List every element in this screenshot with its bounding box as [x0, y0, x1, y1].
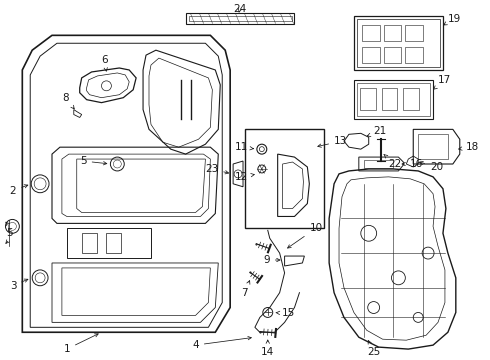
Bar	[354, 80, 433, 120]
Text: 16: 16	[402, 159, 423, 169]
Bar	[382, 88, 397, 109]
Bar	[405, 26, 423, 41]
Bar	[189, 15, 292, 22]
Text: 25: 25	[367, 341, 380, 357]
Bar	[384, 26, 401, 41]
Text: 18: 18	[459, 142, 479, 152]
Bar	[360, 88, 376, 109]
Bar	[384, 47, 401, 63]
Text: 10: 10	[288, 223, 322, 248]
Bar	[357, 18, 440, 67]
Text: 17: 17	[433, 75, 451, 90]
Text: 23: 23	[205, 164, 229, 174]
Text: 5: 5	[6, 228, 13, 238]
Text: 9: 9	[263, 255, 280, 265]
Text: 8: 8	[62, 93, 74, 109]
Text: 4: 4	[192, 337, 251, 350]
Text: 5: 5	[80, 156, 107, 166]
Text: 7: 7	[242, 280, 250, 298]
Text: 21: 21	[367, 126, 387, 136]
Bar	[357, 83, 430, 117]
Bar	[364, 160, 393, 168]
Text: 20: 20	[420, 161, 443, 172]
Text: 11: 11	[235, 142, 254, 152]
Text: 24: 24	[233, 4, 246, 14]
Text: 2: 2	[10, 185, 28, 196]
Bar	[354, 15, 443, 70]
Bar	[82, 233, 97, 253]
Text: 22: 22	[384, 154, 402, 169]
Bar	[403, 88, 419, 109]
Bar	[106, 233, 122, 253]
Text: 13: 13	[318, 136, 347, 147]
Text: 12: 12	[235, 172, 254, 182]
Bar	[362, 47, 380, 63]
Text: 3: 3	[10, 279, 28, 291]
Bar	[186, 13, 294, 24]
Bar	[362, 26, 380, 41]
Text: 14: 14	[261, 340, 274, 357]
Text: 19: 19	[443, 14, 461, 25]
Text: 6: 6	[101, 55, 108, 71]
Bar	[418, 134, 448, 159]
Text: 1: 1	[64, 334, 98, 354]
Bar	[245, 129, 324, 228]
Text: 15: 15	[276, 309, 295, 319]
Bar	[405, 47, 423, 63]
